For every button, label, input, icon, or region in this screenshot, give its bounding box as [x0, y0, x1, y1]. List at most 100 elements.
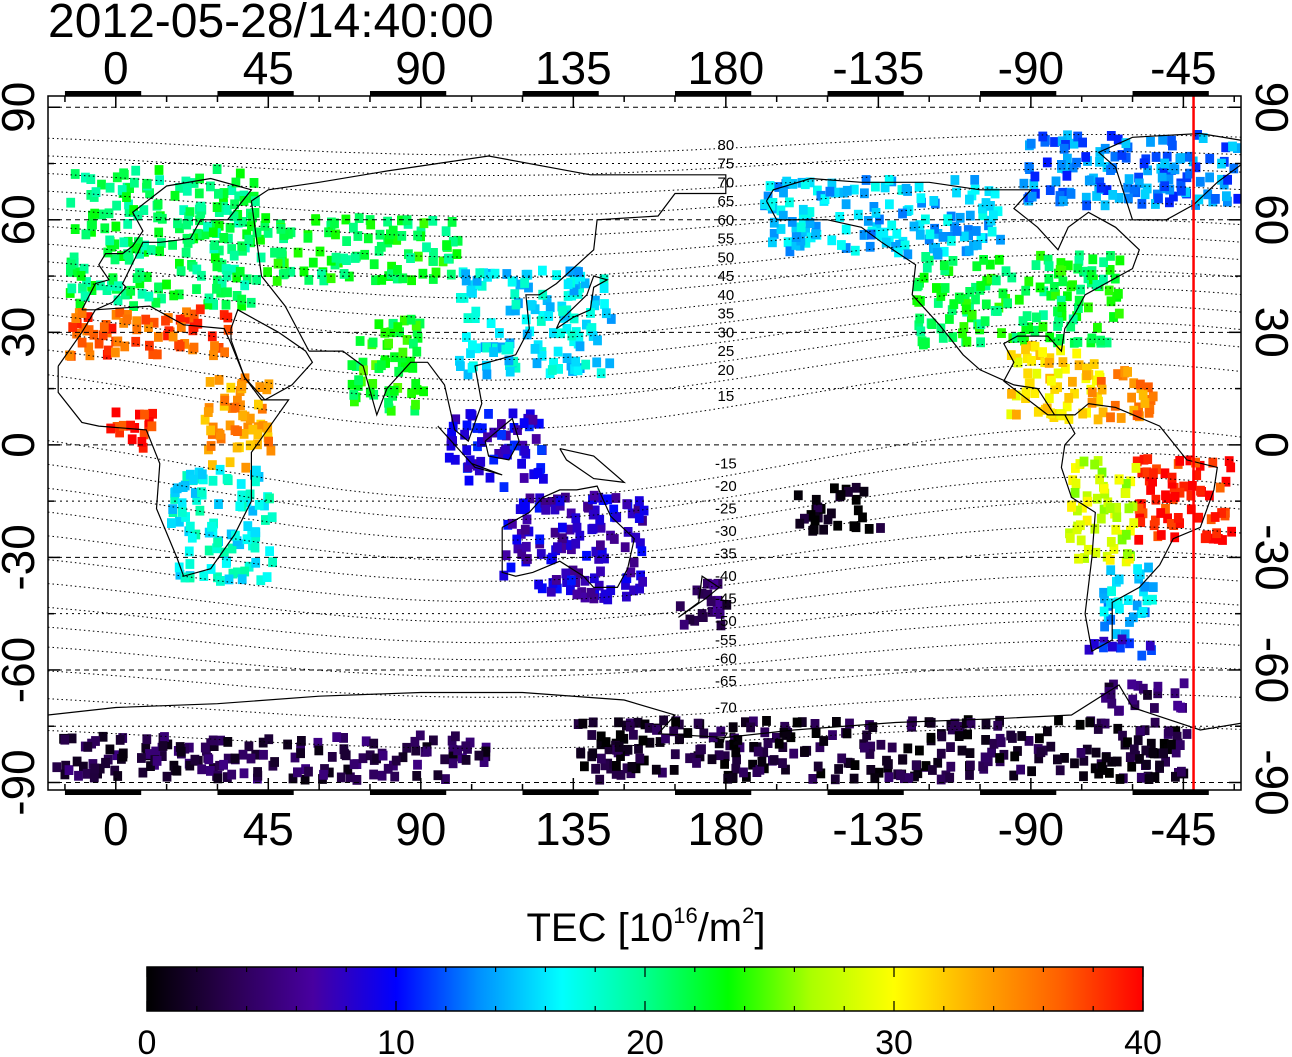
tec-cell — [1154, 193, 1163, 204]
tec-cell — [588, 717, 598, 728]
tec-cell — [915, 220, 925, 230]
tec-cell — [879, 227, 889, 238]
tec-cell — [1136, 726, 1145, 736]
tec-cell — [1054, 317, 1063, 328]
tec-cell — [182, 307, 191, 318]
tec-cell — [1074, 360, 1084, 371]
tec-cell — [106, 423, 116, 434]
tec-cell — [561, 492, 570, 503]
tec-cell — [671, 717, 680, 728]
tec-cell — [853, 505, 863, 516]
tec-cell — [428, 274, 438, 284]
tec-cell — [1099, 587, 1108, 598]
bottom-lon-label: 0 — [103, 803, 129, 855]
tec-cell — [124, 254, 134, 265]
tec-cell — [1218, 535, 1227, 545]
tec-cell — [1058, 357, 1068, 367]
contour-line — [48, 287, 1241, 340]
tec-cell — [860, 742, 869, 753]
tec-cell — [707, 607, 717, 617]
tec-cell — [1079, 771, 1088, 782]
tec-cell — [1064, 414, 1074, 424]
tec-cell — [827, 508, 836, 519]
tec-cell — [1073, 263, 1083, 274]
tec-cell — [232, 272, 242, 283]
tec-cell — [137, 288, 147, 299]
tec-cell — [175, 223, 184, 234]
tec-cell — [339, 253, 348, 264]
tec-cell — [1031, 260, 1041, 270]
tec-cell — [565, 524, 575, 535]
tec-cell — [1078, 408, 1088, 419]
tec-cell — [1036, 250, 1045, 261]
tec-cell — [75, 298, 85, 309]
tec-cell — [965, 748, 975, 758]
tec-cell — [816, 768, 826, 779]
tec-cell — [123, 219, 133, 229]
tec-cell — [388, 318, 398, 329]
tec-cell — [926, 732, 936, 743]
tec-cell — [563, 279, 573, 290]
tec-cell — [214, 343, 224, 353]
tec-cell — [247, 221, 256, 232]
bottom-lon-label: 45 — [243, 803, 294, 855]
tec-cell — [1229, 163, 1239, 174]
tec-cell — [448, 758, 458, 769]
tec-cell — [411, 320, 421, 331]
tec-cell — [197, 487, 206, 498]
tec-cell — [1198, 133, 1208, 143]
tec-cell — [774, 738, 784, 749]
tec-cell — [915, 229, 925, 240]
tec-cell — [659, 715, 668, 726]
tec-cell — [580, 575, 590, 586]
tec-cell — [377, 275, 387, 285]
tec-cell — [86, 174, 96, 184]
tec-cell — [830, 774, 840, 785]
tec-cell — [451, 731, 460, 742]
tec-cell — [1160, 181, 1169, 192]
tec-cell — [637, 546, 647, 557]
tec-cell — [279, 230, 289, 240]
tec-cell — [1106, 165, 1115, 175]
tec-cell — [866, 741, 876, 752]
top-lon-label: -90 — [998, 42, 1064, 94]
tec-cell — [353, 231, 363, 241]
tec-cell — [537, 350, 547, 361]
tec-cell — [474, 465, 484, 476]
tec-cell — [208, 735, 218, 746]
tec-cell — [604, 744, 614, 755]
tec-cell — [924, 234, 934, 245]
tec-cell — [132, 324, 142, 335]
tec-cell — [1101, 692, 1110, 703]
tec-cell — [90, 208, 100, 219]
tec-cell — [948, 332, 958, 342]
tec-cell — [203, 299, 213, 310]
colorbar-title-close: ] — [754, 906, 766, 950]
map-frame — [47, 95, 1242, 791]
right-lat-label: -90 — [1246, 749, 1292, 815]
tec-cell — [267, 512, 277, 523]
tec-cell — [584, 502, 593, 513]
tec-cell — [1143, 165, 1152, 176]
tec-cell — [1095, 156, 1104, 167]
tec-cell — [795, 518, 805, 529]
tec-cell — [870, 773, 880, 784]
tec-cell — [518, 440, 528, 451]
tec-cell — [148, 349, 158, 359]
tec-cell — [1176, 153, 1186, 163]
tec-cell — [117, 251, 126, 261]
tec-cell — [1224, 456, 1234, 466]
tec-cell — [1121, 529, 1131, 540]
tec-cell — [1115, 255, 1125, 266]
tec-cell — [180, 314, 190, 324]
tec-cell — [453, 745, 462, 756]
tec-cell — [132, 273, 142, 283]
tec-cell — [1223, 196, 1232, 207]
tec-cell — [273, 258, 283, 269]
tec-cell — [1082, 370, 1091, 381]
tec-cell — [1110, 400, 1120, 411]
tec-cell — [163, 330, 172, 341]
tec-cell — [139, 205, 149, 215]
tec-cell — [998, 288, 1008, 299]
tec-cell — [813, 502, 823, 513]
